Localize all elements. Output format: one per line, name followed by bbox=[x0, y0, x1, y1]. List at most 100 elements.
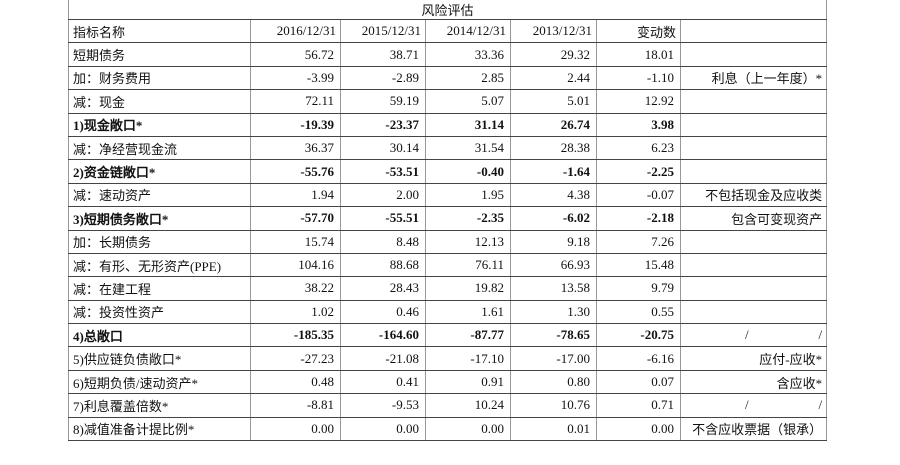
row-label: 减：净经营现金流 bbox=[68, 136, 251, 161]
note-cell: / / bbox=[679, 393, 828, 418]
note-split: / / bbox=[685, 397, 822, 413]
value-cell: 15.48 bbox=[596, 253, 681, 278]
value-cell: 0.48 bbox=[250, 370, 341, 395]
value-cell: -21.08 bbox=[340, 346, 426, 371]
value-cell: 26.74 bbox=[510, 113, 597, 137]
value-cell: 19.82 bbox=[425, 276, 511, 301]
row-label: 5)供应链负债敞口* bbox=[68, 346, 251, 371]
table-row: 减：净经营现金流 36.37 30.14 31.54 28.38 6.23 bbox=[68, 136, 828, 161]
note-text: / bbox=[745, 397, 749, 413]
note-cell bbox=[679, 276, 828, 301]
value-cell: 33.36 bbox=[425, 42, 511, 67]
row-label: 2)资金链敞口* bbox=[68, 159, 251, 184]
value-cell: -57.70 bbox=[250, 206, 341, 231]
value-cell: 1.30 bbox=[510, 300, 597, 325]
value-cell: 2.00 bbox=[340, 183, 426, 208]
value-cell: -2.18 bbox=[596, 206, 681, 231]
value-cell: -1.64 bbox=[510, 159, 597, 184]
table-row: 2)资金链敞口* -55.76 -53.51 -0.40 -1.64 -2.25 bbox=[68, 159, 828, 184]
value-cell: -0.40 bbox=[425, 159, 511, 184]
note-cell bbox=[679, 230, 828, 254]
value-cell: 6.23 bbox=[596, 136, 681, 161]
value-cell: -19.39 bbox=[250, 113, 341, 137]
note-cell bbox=[679, 42, 828, 67]
value-cell: 2.85 bbox=[425, 66, 511, 91]
table-row: 1)现金敞口* -19.39 -23.37 31.14 26.74 3.98 bbox=[68, 113, 828, 137]
value-cell: 9.79 bbox=[596, 276, 681, 301]
title-row: 风险评估 bbox=[67, 0, 828, 20]
risk-table: 风险评估 指标名称 2016/12/31 2015/12/31 2014/12/31 2… bbox=[67, 0, 828, 442]
header-cell: 2014/12/31 bbox=[425, 19, 511, 44]
value-cell: 9.18 bbox=[510, 230, 597, 254]
value-cell: -6.16 bbox=[596, 346, 681, 371]
table-row: 8)减值准备计提比例* 0.00 0.00 0.00 0.01 0.00 不含应收票据（银承… bbox=[68, 417, 828, 442]
value-cell: 0.00 bbox=[596, 417, 681, 442]
table-row: 减：在建工程 38.22 28.43 19.82 13.58 9.79 bbox=[68, 276, 828, 301]
value-cell: -17.00 bbox=[510, 346, 597, 371]
value-cell: 30.14 bbox=[340, 136, 426, 161]
value-cell: -17.10 bbox=[425, 346, 511, 371]
value-cell: 59.19 bbox=[340, 89, 426, 114]
row-label: 6)短期负债/速动资产* bbox=[68, 370, 251, 395]
table-row: 短期债务 56.72 38.71 33.36 29.32 18.01 bbox=[68, 42, 828, 67]
value-cell: -55.76 bbox=[250, 159, 341, 184]
note-cell: 利息（上一年度）* bbox=[679, 66, 828, 91]
value-cell: 0.91 bbox=[425, 370, 511, 395]
table-head: 风险评估 指标名称 2016/12/31 2015/12/31 2014/12/31 2… bbox=[67, 0, 828, 44]
value-cell: 2.44 bbox=[510, 66, 597, 91]
value-cell: 28.43 bbox=[340, 276, 426, 301]
value-cell: 7.26 bbox=[596, 230, 681, 254]
note-text: / bbox=[818, 327, 823, 343]
table-row: 6)短期负债/速动资产* 0.48 0.41 0.91 0.80 0.07 含应收* bbox=[68, 370, 828, 395]
value-cell: 5.07 bbox=[425, 89, 511, 114]
value-cell: -87.77 bbox=[425, 323, 511, 348]
value-cell: -78.65 bbox=[510, 323, 597, 348]
value-cell: 10.24 bbox=[425, 393, 511, 418]
row-label: 3)短期债务敞口* bbox=[68, 206, 251, 231]
note-cell bbox=[679, 253, 828, 278]
value-cell: -9.53 bbox=[340, 393, 426, 418]
table-row: 加：财务费用 -3.99 -2.89 2.85 2.44 -1.10 利息（上一年度）* bbox=[68, 66, 828, 91]
value-cell: 38.22 bbox=[250, 276, 341, 301]
value-cell: 12.92 bbox=[596, 89, 681, 114]
header-cell: 2015/12/31 bbox=[340, 19, 426, 44]
value-cell: 13.58 bbox=[510, 276, 597, 301]
value-cell: 1.61 bbox=[425, 300, 511, 325]
value-cell: 28.38 bbox=[510, 136, 597, 161]
header-cell: 2013/12/31 bbox=[510, 19, 597, 44]
value-cell: 31.54 bbox=[425, 136, 511, 161]
value-cell: 104.16 bbox=[250, 253, 341, 278]
note-cell bbox=[679, 300, 828, 325]
note-cell: 不含应收票据（银承） bbox=[679, 417, 828, 442]
value-cell: -3.99 bbox=[250, 66, 341, 91]
value-cell: -2.25 bbox=[596, 159, 681, 184]
table-row: 5)供应链负债敞口* -27.23 -21.08 -17.10 -17.00 -6.16 应… bbox=[68, 346, 828, 371]
value-cell: -1.10 bbox=[596, 66, 681, 91]
value-cell: -27.23 bbox=[250, 346, 341, 371]
note-split: / / bbox=[685, 327, 822, 343]
header-cell: 变动数 bbox=[596, 19, 681, 44]
note-text: / bbox=[745, 327, 749, 343]
value-cell: 72.11 bbox=[250, 89, 341, 114]
value-cell: 0.00 bbox=[425, 417, 511, 442]
table-row: 减：现金 72.11 59.19 5.07 5.01 12.92 bbox=[68, 89, 828, 114]
value-cell: 38.71 bbox=[340, 42, 426, 67]
row-label: 减：现金 bbox=[68, 89, 251, 114]
value-cell: 18.01 bbox=[596, 42, 681, 67]
row-label: 1)现金敞口* bbox=[68, 113, 251, 137]
value-cell: 3.98 bbox=[596, 113, 681, 137]
value-cell: 56.72 bbox=[250, 42, 341, 67]
value-cell: 76.11 bbox=[425, 253, 511, 278]
note-cell bbox=[679, 113, 828, 137]
note-text: / bbox=[818, 397, 823, 413]
note-cell: 不包括现金及应收类 bbox=[679, 183, 828, 208]
table-row: 3)短期债务敞口* -57.70 -55.51 -2.35 -6.02 -2.18 包含可变… bbox=[68, 206, 828, 231]
note-cell: / / bbox=[679, 323, 828, 348]
row-label: 减：速动资产 bbox=[68, 183, 251, 208]
row-label: 7)利息覆盖倍数* bbox=[68, 393, 251, 418]
value-cell: -23.37 bbox=[340, 113, 426, 137]
row-label: 短期债务 bbox=[68, 42, 251, 67]
header-row: 指标名称 2016/12/31 2015/12/31 2014/12/31 2013/1… bbox=[68, 19, 828, 44]
note-cell bbox=[679, 136, 828, 161]
